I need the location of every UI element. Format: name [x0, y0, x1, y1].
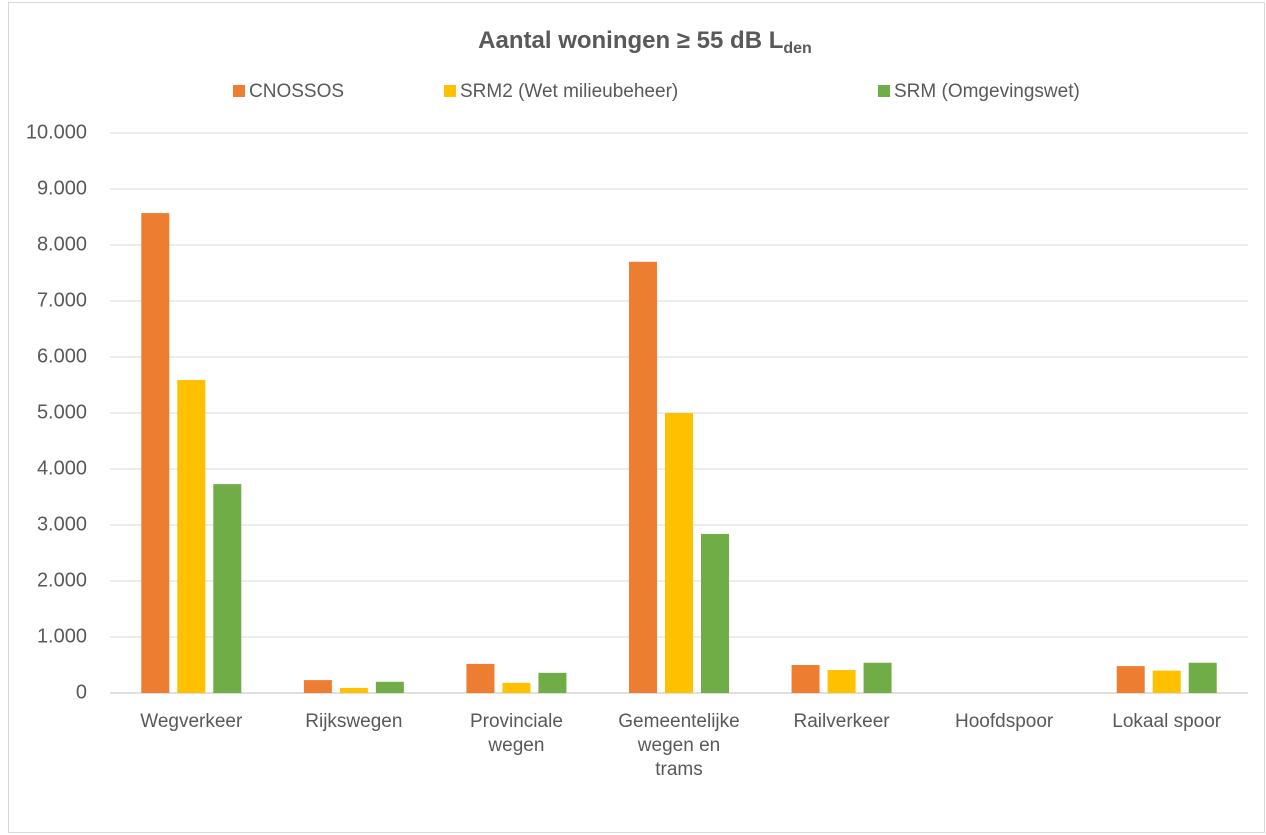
- x-tick-label: Rijkswegen: [305, 711, 403, 732]
- bar: [339, 687, 368, 693]
- bar: [177, 379, 206, 693]
- legend-swatch: [233, 85, 245, 97]
- bar: [466, 663, 495, 693]
- y-tick-label: 5.000: [37, 401, 87, 423]
- y-tick-label: 10.000: [26, 121, 87, 143]
- bar: [629, 261, 657, 693]
- bar: [665, 413, 693, 693]
- y-tick-label: 1.000: [37, 625, 87, 647]
- bar: [1188, 662, 1217, 693]
- y-tick-label: 2.000: [37, 569, 87, 591]
- bar: [791, 665, 820, 693]
- y-tick-label: 4.000: [37, 457, 87, 479]
- bar: [538, 672, 567, 693]
- bar: [863, 662, 892, 693]
- bar: [1116, 666, 1145, 693]
- y-tick-label: 9.000: [37, 177, 87, 199]
- legend-swatch: [878, 85, 890, 97]
- x-tick-label: Wegverkeer: [140, 711, 243, 732]
- y-tick-label: 7.000: [37, 289, 87, 311]
- title-main: Aantal woningen ≥ 55 dB L: [478, 27, 783, 54]
- legend-label: CNOSSOS: [249, 81, 344, 102]
- title-subscript: den: [783, 40, 811, 57]
- bar: [213, 484, 242, 693]
- bar: [502, 682, 531, 693]
- bar: [375, 681, 404, 693]
- legend-swatch: [444, 85, 456, 97]
- y-tick-label: 8.000: [37, 233, 87, 255]
- y-tick-label: 3.000: [37, 513, 87, 535]
- bar: [1152, 670, 1181, 693]
- x-tick-label: Provinciale wegen: [469, 711, 563, 756]
- x-tick-label: Hoofdspoor: [955, 711, 1054, 732]
- legend-label: SRM (Omgevingswet): [894, 81, 1080, 102]
- bar: [827, 670, 856, 693]
- bar: [141, 213, 170, 693]
- bar: [701, 533, 729, 693]
- legend-label: SRM2 (Wet milieubeheer): [460, 81, 678, 102]
- x-tick-label: Lokaal spoor: [1112, 711, 1222, 732]
- y-tick-label: 0: [76, 681, 87, 703]
- x-tick-label: Railverkeer: [793, 711, 890, 732]
- y-tick-label: 6.000: [37, 345, 87, 367]
- chart-title: Aantal woningen ≥ 55 dB Lden: [478, 27, 812, 57]
- x-tick-label: Gemeentelijke wegen en trams: [618, 711, 740, 780]
- bar: [303, 680, 332, 693]
